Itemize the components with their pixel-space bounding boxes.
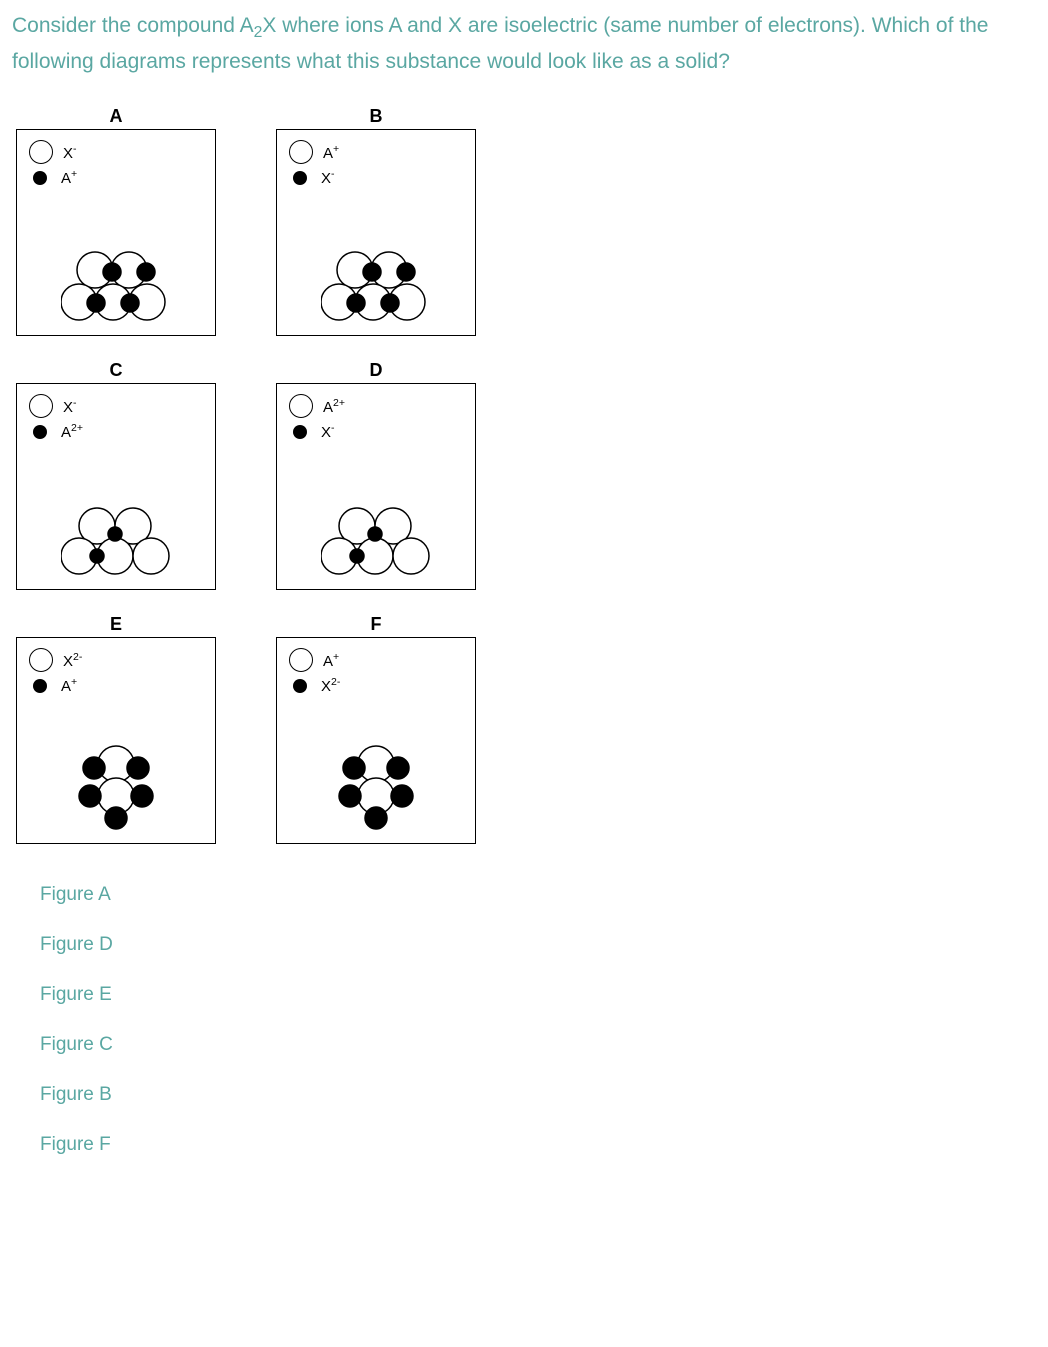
legend-open-label: A+ xyxy=(323,143,339,162)
diagram-svg xyxy=(321,504,431,578)
figures-container: A X- A+ B A+ xyxy=(16,106,1036,844)
figure-box: X- A+ xyxy=(16,129,216,336)
figure-label: D xyxy=(276,360,476,381)
figure-legend: X2- A+ xyxy=(29,648,82,699)
figure-row: E X2- A+ F A+ xyxy=(16,614,1036,844)
figure-row: A X- A+ B A+ xyxy=(16,106,1036,336)
figure-box: X- A2+ xyxy=(16,383,216,590)
diagram-svg xyxy=(61,742,171,832)
answer-option[interactable]: Figure C xyxy=(40,1034,1036,1056)
figure-diagram xyxy=(321,504,431,583)
legend-filled-row: X2- xyxy=(289,676,340,695)
figure-box: A+ X2- xyxy=(276,637,476,844)
legend-open-row: A+ xyxy=(289,648,340,672)
filled-circle-icon xyxy=(293,425,307,439)
figure-diagram xyxy=(321,246,431,329)
legend-filled-row: A+ xyxy=(29,168,77,187)
figure-box: A2+ X- xyxy=(276,383,476,590)
legend-filled-label: X- xyxy=(321,168,335,187)
answer-option[interactable]: Figure A xyxy=(40,884,1036,906)
filled-circle-icon xyxy=(293,679,307,693)
figure-F: F A+ X2- xyxy=(276,614,476,844)
diagram-svg xyxy=(321,246,431,324)
legend-filled-row: A+ xyxy=(29,676,82,695)
diagram-svg xyxy=(61,246,171,324)
figure-legend: X- A2+ xyxy=(29,394,83,445)
figure-B: B A+ X- xyxy=(276,106,476,336)
legend-filled-label: X2- xyxy=(321,676,340,695)
legend-open-row: X2- xyxy=(29,648,82,672)
figure-A: A X- A+ xyxy=(16,106,216,336)
question-text: Consider the compound A2X where ions A a… xyxy=(12,10,1036,78)
figure-D: D A2+ X- xyxy=(276,360,476,590)
legend-filled-row: X- xyxy=(289,168,339,187)
legend-open-label: A+ xyxy=(323,651,339,670)
diagram-svg xyxy=(61,504,171,578)
figure-legend: A+ X- xyxy=(289,140,339,191)
figure-legend: A+ X2- xyxy=(289,648,340,699)
figure-C: C X- A2+ xyxy=(16,360,216,590)
answer-option[interactable]: Figure F xyxy=(40,1134,1036,1156)
open-circle-icon xyxy=(29,140,53,164)
legend-open-row: A+ xyxy=(289,140,339,164)
legend-open-label: X- xyxy=(63,397,77,416)
legend-open-label: X2- xyxy=(63,651,82,670)
answer-option[interactable]: Figure E xyxy=(40,984,1036,1006)
figure-box: A+ X- xyxy=(276,129,476,336)
figure-label: E xyxy=(16,614,216,635)
legend-filled-row: X- xyxy=(289,422,345,441)
filled-circle-icon xyxy=(33,425,47,439)
figure-label: B xyxy=(276,106,476,127)
figure-row: C X- A2+ D A2+ xyxy=(16,360,1036,590)
legend-open-row: X- xyxy=(29,394,83,418)
answer-option[interactable]: Figure B xyxy=(40,1084,1036,1106)
answer-option[interactable]: Figure D xyxy=(40,934,1036,956)
figure-diagram xyxy=(321,742,431,837)
figure-diagram xyxy=(61,246,171,329)
open-circle-icon xyxy=(29,394,53,418)
legend-filled-label: X- xyxy=(321,422,335,441)
open-circle-icon xyxy=(289,648,313,672)
legend-open-row: A2+ xyxy=(289,394,345,418)
figure-box: X2- A+ xyxy=(16,637,216,844)
open-circle-icon xyxy=(289,394,313,418)
legend-filled-label: A2+ xyxy=(61,422,83,441)
legend-open-label: X- xyxy=(63,143,77,162)
figure-label: C xyxy=(16,360,216,381)
diagram-svg xyxy=(321,742,431,832)
legend-filled-row: A2+ xyxy=(29,422,83,441)
legend-open-row: X- xyxy=(29,140,77,164)
filled-circle-icon xyxy=(33,171,47,185)
figure-diagram xyxy=(61,742,171,837)
legend-open-label: A2+ xyxy=(323,397,345,416)
figure-legend: A2+ X- xyxy=(289,394,345,445)
figure-E: E X2- A+ xyxy=(16,614,216,844)
figure-legend: X- A+ xyxy=(29,140,77,191)
filled-circle-icon xyxy=(293,171,307,185)
figure-label: A xyxy=(16,106,216,127)
question-part1: Consider the compound A xyxy=(12,14,254,37)
legend-filled-label: A+ xyxy=(61,168,77,187)
filled-circle-icon xyxy=(33,679,47,693)
legend-filled-label: A+ xyxy=(61,676,77,695)
figure-diagram xyxy=(61,504,171,583)
open-circle-icon xyxy=(29,648,53,672)
answer-options: Figure A Figure D Figure E Figure C Figure B… xyxy=(40,884,1036,1156)
figure-label: F xyxy=(276,614,476,635)
open-circle-icon xyxy=(289,140,313,164)
